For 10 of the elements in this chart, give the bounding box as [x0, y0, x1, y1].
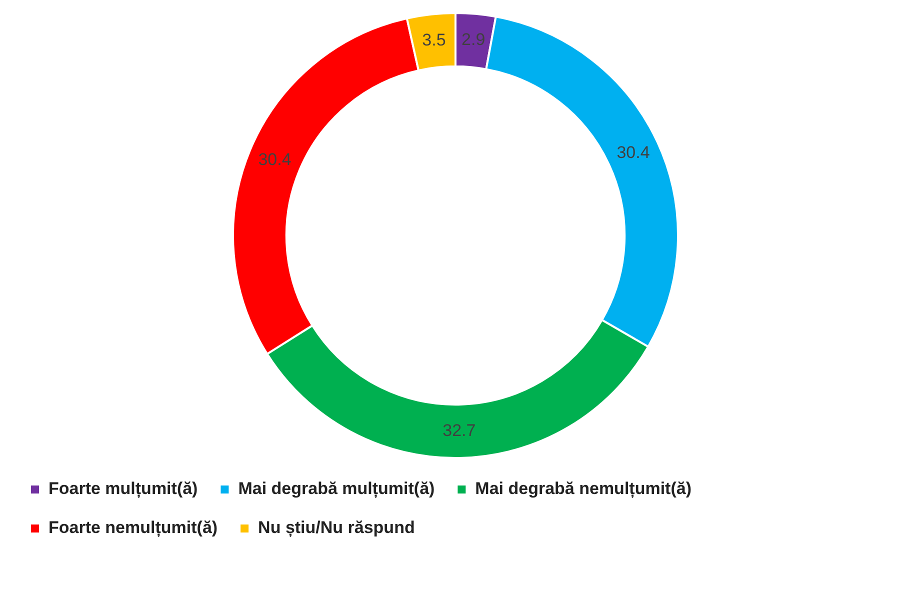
data-label: 2.9 — [462, 30, 486, 50]
data-label: 30.4 — [258, 150, 292, 169]
data-label: 32.7 — [442, 420, 476, 440]
legend-label: Foarte mulțumit(ă) — [48, 479, 198, 498]
data-label: 3.5 — [422, 30, 446, 50]
data-label: 30.4 — [616, 143, 650, 162]
legend-label: Foarte nemulțumit(ă) — [48, 518, 218, 538]
legend-label: Mai degrabă mulțumit(ă) — [238, 479, 435, 498]
legend-label: Mai degrabă nemulțumit(ă) — [475, 479, 692, 498]
legend-label: Nu știu/Nu răspund — [258, 518, 415, 538]
